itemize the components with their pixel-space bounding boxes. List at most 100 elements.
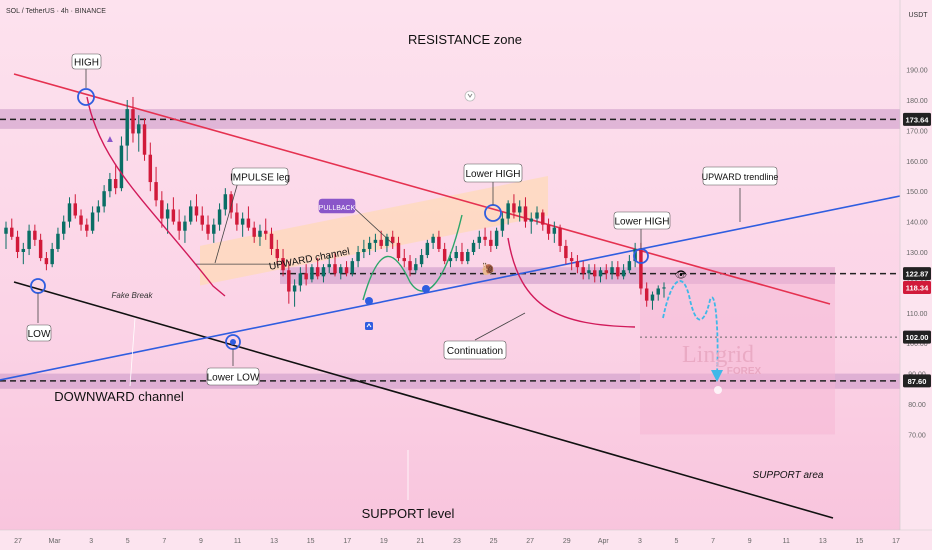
candle-body bbox=[627, 261, 632, 271]
label-box bbox=[443, 340, 507, 360]
support-area-box bbox=[640, 267, 835, 435]
x-tick-label: 11 bbox=[783, 538, 790, 545]
candle-body bbox=[546, 224, 551, 234]
candle-body bbox=[529, 218, 533, 222]
upward-channel-fill bbox=[200, 176, 548, 286]
candle-body bbox=[321, 267, 326, 277]
candle-body bbox=[160, 200, 164, 219]
projection-arrowhead bbox=[711, 370, 723, 382]
candle-body bbox=[569, 258, 574, 262]
price-marker-bg bbox=[903, 112, 931, 126]
candle-body bbox=[575, 261, 580, 268]
candle-body bbox=[483, 236, 487, 240]
y-tick-label: 190.00 bbox=[906, 68, 928, 75]
y-tick-label: 170.00 bbox=[906, 128, 928, 135]
candle-body bbox=[79, 215, 83, 225]
candle-body bbox=[27, 230, 31, 249]
candle-body bbox=[10, 227, 14, 237]
down-arrow-icon bbox=[464, 90, 476, 102]
downward-channel-line bbox=[13, 281, 834, 519]
candle-body bbox=[616, 267, 620, 277]
candle-body bbox=[310, 267, 314, 280]
x-tick-label: 27 bbox=[14, 538, 22, 545]
candle-body bbox=[541, 212, 545, 225]
candle-body bbox=[419, 255, 424, 265]
candle-body bbox=[183, 221, 187, 231]
swing-circle bbox=[30, 278, 46, 294]
candle-body bbox=[188, 206, 193, 222]
x-tick-label: 29 bbox=[563, 538, 571, 545]
connector-line bbox=[129, 317, 136, 387]
candle-body bbox=[154, 182, 158, 201]
x-tick-label: 25 bbox=[490, 538, 498, 545]
candle-body bbox=[96, 206, 101, 213]
candle-body bbox=[148, 154, 153, 183]
candle-body bbox=[494, 230, 499, 246]
candle-body bbox=[102, 191, 106, 207]
candle-body bbox=[281, 258, 285, 271]
candle-body bbox=[639, 248, 643, 289]
y-tick-label: 160.00 bbox=[906, 159, 928, 166]
price-marker-bg bbox=[903, 330, 931, 344]
candle-body bbox=[656, 288, 660, 295]
x-tick-label: 3 bbox=[89, 538, 93, 545]
candle-body bbox=[402, 258, 406, 262]
time-axis: 27 Mar 3 5 7 9 11 13 15 17 19 21 23 25 27 29 Apr 3 5 7 9 11 13… bbox=[0, 529, 932, 550]
candle-body bbox=[56, 233, 60, 249]
label-low: LOW bbox=[28, 329, 51, 340]
impulse-arrow bbox=[86, 96, 226, 297]
up-arrow-icon bbox=[365, 322, 373, 330]
candle-body bbox=[506, 203, 510, 219]
label-box bbox=[26, 324, 52, 342]
candle-body bbox=[125, 109, 129, 146]
candle-body bbox=[264, 230, 268, 234]
currency-label: USDT bbox=[908, 12, 928, 19]
projection-path bbox=[662, 280, 719, 374]
candle-body bbox=[90, 212, 95, 231]
candle-body bbox=[466, 252, 470, 262]
candle-body bbox=[217, 209, 222, 225]
x-tick-label: 13 bbox=[819, 538, 827, 545]
candle-body bbox=[275, 248, 280, 259]
candle-body bbox=[15, 236, 20, 252]
candle-body bbox=[425, 242, 430, 256]
candle-body bbox=[137, 124, 141, 134]
candle-body bbox=[50, 248, 54, 265]
candle-body bbox=[206, 224, 210, 234]
x-tick-label: 23 bbox=[453, 538, 461, 545]
candle-body bbox=[621, 270, 626, 277]
candle-body bbox=[662, 287, 666, 289]
label-box bbox=[702, 166, 778, 186]
touch-dot bbox=[230, 339, 236, 345]
label-support-area: SUPPORT area bbox=[753, 470, 824, 481]
candle-body bbox=[44, 258, 49, 265]
price-marker-label: 122.87 bbox=[906, 270, 929, 279]
candle-body bbox=[252, 227, 256, 237]
candle-body bbox=[373, 239, 378, 243]
candle-body bbox=[454, 252, 458, 259]
candle-body bbox=[177, 221, 181, 231]
candle-body bbox=[200, 215, 204, 225]
candle-body bbox=[604, 270, 609, 274]
candle-body bbox=[142, 124, 147, 155]
candle-body bbox=[327, 264, 331, 268]
label-continuation: Continuation bbox=[447, 346, 503, 357]
touch-dot bbox=[422, 285, 430, 293]
candle-body bbox=[4, 227, 8, 234]
x-tick-label: 17 bbox=[892, 538, 900, 545]
label-box bbox=[613, 211, 671, 230]
candle-body bbox=[113, 179, 118, 189]
candle-body bbox=[367, 242, 372, 249]
candle-body bbox=[333, 264, 337, 274]
label-lower-low: Lower LOW bbox=[207, 373, 260, 384]
candle-body bbox=[552, 227, 557, 234]
watermark-sub: FOREX bbox=[727, 366, 762, 377]
y-tick-label: 130.00 bbox=[906, 250, 928, 257]
candle-body bbox=[131, 109, 135, 134]
price-axis: USDT70.0080.0090.00100.00110.00120.00130… bbox=[899, 0, 932, 550]
candle-body bbox=[517, 206, 522, 213]
x-tick-label: 21 bbox=[417, 538, 425, 545]
candle-body bbox=[73, 203, 77, 216]
